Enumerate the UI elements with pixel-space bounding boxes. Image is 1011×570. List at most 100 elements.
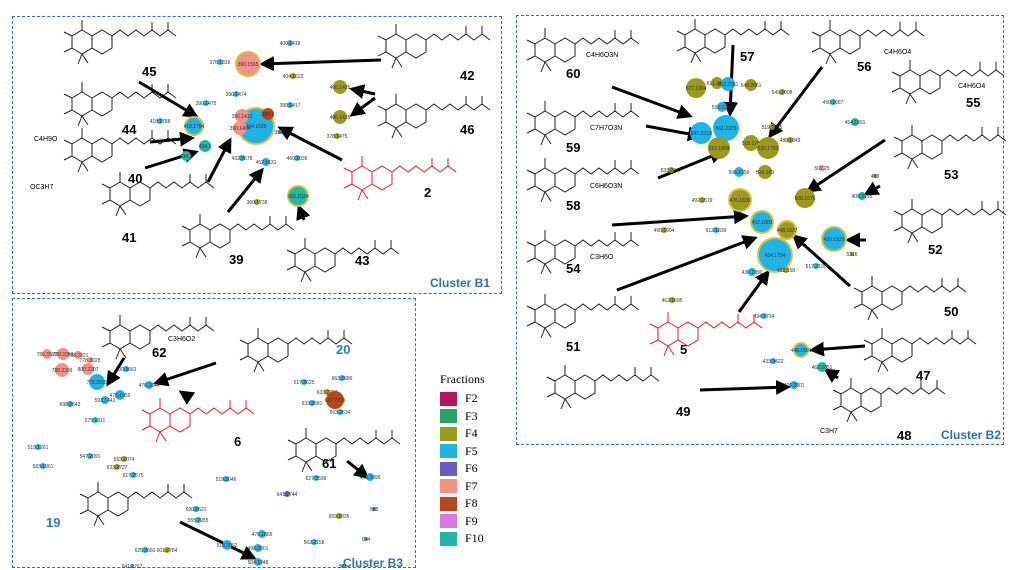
network-node[interactable]: 490.1994 xyxy=(654,227,675,234)
network-node[interactable]: 450.1687 xyxy=(823,99,844,106)
network-node[interactable]: 617.2625 xyxy=(294,379,315,386)
network-node[interactable]: 588 xyxy=(370,507,379,513)
network-node[interactable]: 601.2784 xyxy=(157,547,178,554)
network-node[interactable]: 798.3353 xyxy=(53,348,74,360)
network-node[interactable]: 549.2061 xyxy=(741,79,762,91)
network-node[interactable]: 3947 xyxy=(274,130,286,136)
network-node[interactable]: 547.2219 xyxy=(690,122,712,144)
network-node[interactable]: 448.1891 xyxy=(791,342,812,358)
network-node[interactable]: 505.175 xyxy=(742,135,760,151)
network-node[interactable]: 549.2008 xyxy=(772,89,793,96)
network-node[interactable]: 476.2001 xyxy=(784,381,805,389)
network-node[interactable]: 800.2207 xyxy=(78,363,99,375)
network-node[interactable]: 625.2660 xyxy=(135,547,156,554)
network-node[interactable]: 788.3309 xyxy=(52,363,73,377)
network-node[interactable]: 454.1691 xyxy=(845,118,866,126)
network-node[interactable]: 476.1644 xyxy=(139,381,160,389)
network-node[interactable]: 463.2095 xyxy=(360,473,381,481)
network-node[interactable]: 533.2047 xyxy=(661,167,682,174)
network-node[interactable]: 634 xyxy=(362,537,371,543)
network-node[interactable]: 458 xyxy=(871,174,880,180)
network-node[interactable]: 475.1959 xyxy=(110,390,131,400)
network-node[interactable]: 520.1792 xyxy=(757,137,779,159)
network-node[interactable]: 418.1784 xyxy=(184,116,205,136)
network-node[interactable]: 376.1316 xyxy=(210,59,231,66)
network-node[interactable]: 533.2222 xyxy=(712,102,733,112)
network-node[interactable]: 406.1419 xyxy=(280,40,301,47)
network-node[interactable]: 641.2744 xyxy=(277,491,298,498)
network-node[interactable]: 561 xyxy=(339,564,348,570)
network-node[interactable]: 390.1475 xyxy=(196,100,217,107)
network-node[interactable]: 406.1425 xyxy=(330,110,351,124)
network-node[interactable]: 378.1475 xyxy=(327,133,348,140)
network-node[interactable]: 659.2835 xyxy=(329,513,350,520)
network-node[interactable]: 434.1 xyxy=(180,151,193,161)
network-node[interactable]: 611.2455 xyxy=(707,77,728,89)
network-node[interactable]: 518.2092 xyxy=(217,540,238,550)
network-node[interactable]: 390.1565 xyxy=(235,51,261,77)
network-node[interactable]: 506.1576 xyxy=(795,188,816,208)
network-node[interactable]: 633.2581 xyxy=(302,400,323,407)
network-node[interactable]: 406.1425 xyxy=(330,80,351,94)
network-node[interactable]: 663.2634 xyxy=(330,409,351,416)
network-node[interactable]: 800.3663 xyxy=(116,366,137,373)
network-node[interactable]: 547.2091 xyxy=(80,453,101,460)
network-node[interactable]: 476.1635 xyxy=(728,188,752,212)
network-node[interactable]: 690.2621 xyxy=(186,506,207,513)
network-node[interactable]: 390.1417 xyxy=(280,102,301,109)
network-node[interactable]: 400.2125 xyxy=(852,192,873,200)
network-node[interactable]: 390.1412 xyxy=(232,109,253,123)
network-node[interactable]: 641.2767 xyxy=(122,564,143,570)
network-node[interactable]: 534.189 xyxy=(756,165,774,179)
network-node[interactable]: 633.2737 xyxy=(107,464,128,471)
network-node[interactable]: 418.1788 xyxy=(150,118,171,125)
network-node[interactable]: 577.1964 xyxy=(686,78,707,98)
network-node[interactable]: 434.1734 xyxy=(754,313,775,320)
network-node[interactable]: 663.2686 xyxy=(332,375,353,382)
network-node[interactable]: 555.2055 xyxy=(188,517,209,524)
network-node[interactable]: 476.1865 xyxy=(252,530,273,538)
network-node[interactable]: 617.2575 xyxy=(123,472,144,479)
network-node[interactable]: 592.1441 xyxy=(95,396,116,404)
network-node[interactable]: 390.1474 xyxy=(226,91,247,98)
network-node[interactable]: 698.2643 xyxy=(60,401,81,408)
network-node[interactable]: 492.1579 xyxy=(692,197,713,204)
network-node[interactable]: 519.2046 xyxy=(216,476,237,483)
network-node[interactable]: 512.1839 xyxy=(706,227,727,234)
network-node[interactable]: 462.2051 xyxy=(812,362,833,372)
network-node[interactable]: 434.1 xyxy=(199,140,212,152)
network-node[interactable]: 504.1948 xyxy=(248,558,269,566)
network-node[interactable]: 390.1 xyxy=(262,108,275,120)
network-node[interactable]: 362.1524 xyxy=(287,185,309,207)
network-node[interactable]: 433.3422 xyxy=(763,358,784,365)
network-node[interactable]: 432.2578 xyxy=(232,155,253,162)
network-node[interactable]: 462.1695 xyxy=(662,297,683,304)
network-node[interactable]: 563.2361 xyxy=(718,77,739,91)
network-node[interactable]: 562.2158 xyxy=(304,539,325,546)
network-node[interactable]: 488.1849 xyxy=(780,137,801,144)
network-node[interactable]: 502.25 xyxy=(814,165,830,172)
network-node[interactable]: 519.2095 xyxy=(762,124,783,131)
network-node[interactable]: 436.1890 xyxy=(742,268,763,276)
network-node[interactable]: 758.2821 xyxy=(68,351,89,359)
network-node[interactable]: 490.2001 xyxy=(248,544,269,552)
network-node[interactable]: 360.1738 xyxy=(247,199,268,206)
network-node[interactable]: 519.1261 xyxy=(28,444,49,451)
network-node[interactable]: 404.1622 xyxy=(283,73,304,80)
network-node[interactable]: 460.2036 xyxy=(287,155,308,162)
network-node[interactable]: 462.1803 xyxy=(750,210,774,234)
network-node[interactable]: 420.1523 xyxy=(821,226,847,252)
network-node[interactable]: 776.2829 xyxy=(87,374,108,390)
network-node[interactable]: 506.2156 xyxy=(729,167,750,177)
network-node[interactable]: 434.1734 xyxy=(757,237,793,273)
network-node[interactable]: 452.1631 xyxy=(256,158,277,166)
network-node[interactable]: 390.1464 xyxy=(230,121,251,135)
network-node[interactable]: 647.2729 xyxy=(325,391,346,409)
network-node[interactable]: 575.1911 xyxy=(85,417,106,424)
network-node[interactable]: 5316 xyxy=(846,252,858,258)
network-node[interactable]: 432.158 xyxy=(777,267,795,274)
network-node[interactable]: 786.3592 xyxy=(37,349,58,359)
network-node[interactable]: 519.1899 xyxy=(708,137,730,159)
network-node[interactable]: 583.1961 xyxy=(33,463,54,470)
network-node[interactable]: 561.2373 xyxy=(713,115,739,141)
